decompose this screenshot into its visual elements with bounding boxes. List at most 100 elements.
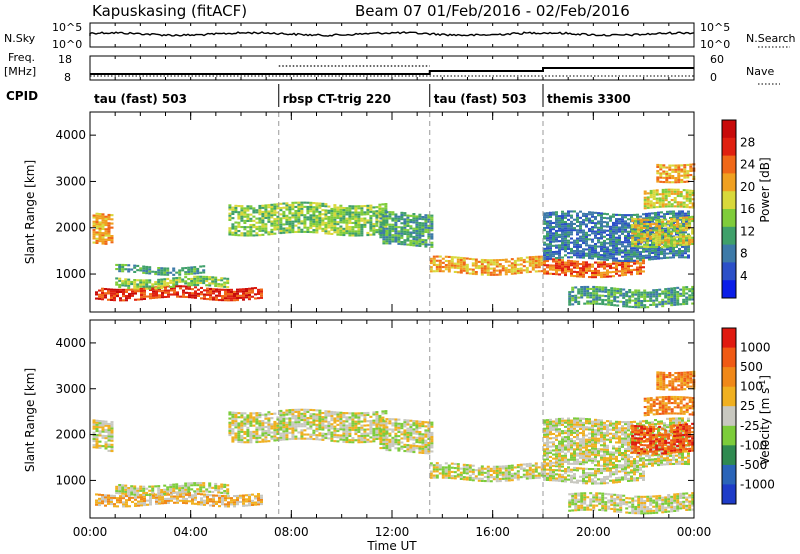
heatmap-cell [406,448,410,451]
heatmap-cell [430,243,434,246]
heatmap-cell [237,213,241,216]
heatmap-cell [531,256,535,259]
heatmap-cell [589,292,593,295]
heatmap-cell [684,220,687,223]
heatmap-cell [231,430,235,433]
heatmap-cell [673,291,677,294]
heatmap-cell [348,434,352,437]
heatmap-cell [193,281,197,284]
heatmap-cell [194,492,197,495]
heatmap-cell [643,243,647,246]
heatmap-cell [643,200,647,203]
heatmap-cell [270,224,274,227]
heatmap-cell [379,420,383,423]
heatmap-cell [143,495,146,498]
heatmap-cell [424,450,428,453]
heatmap-cell [649,218,653,221]
heatmap-cell [531,264,535,267]
heatmap-cell [429,470,433,473]
heatmap-cell [658,193,662,196]
heatmap-cell [158,294,161,297]
heatmap-cell [258,436,262,439]
heatmap-cell [136,283,140,286]
heatmap-cell [206,493,209,496]
heatmap-cell [400,216,404,219]
heatmap-cell [657,251,660,254]
heatmap-cell [107,236,111,239]
heatmap-cell [345,232,349,235]
heatmap-cell [231,432,235,435]
heatmap-cell [576,250,579,253]
heatmap-cell [591,221,594,224]
heatmap-cell [561,227,564,230]
heatmap-cell [642,221,645,224]
heatmap-cell [603,254,606,257]
heatmap-cell [196,490,200,493]
heatmap-cell [369,204,373,207]
heatmap-cell [324,213,328,216]
heatmap-cell [261,428,265,431]
heatmap-cell [603,252,606,255]
heatmap-cell [306,417,310,420]
heatmap-cell [397,240,401,243]
heatmap-cell [430,423,434,426]
heatmap-cell [202,486,206,489]
heatmap-cell [260,496,263,499]
heatmap-cell [270,233,274,236]
heatmap-cell [243,418,247,421]
heatmap-cell [600,261,603,264]
heatmap-cell [658,225,662,228]
heatmap-cell [98,235,102,238]
heatmap-cell [357,441,361,444]
heatmap-cell [143,297,146,300]
heatmap-cell [124,492,128,495]
heatmap-cell [223,285,227,288]
heatmap-cell [621,224,624,227]
heatmap-cell [640,220,644,223]
heatmap-cell [330,439,334,442]
heatmap-cell [197,501,200,504]
heatmap-cell [208,486,212,489]
heatmap-cell [163,278,167,281]
heatmap-cell [492,267,496,270]
heatmap-cell [691,206,695,209]
heatmap-cell [342,219,346,222]
heatmap-cell [233,295,236,298]
heatmap-cell [98,297,101,300]
heatmap-cell [104,504,107,507]
heatmap-cell [95,227,99,230]
heatmap-cell [447,262,451,265]
heatmap-cell [622,294,626,297]
heatmap-cell [397,435,401,438]
heatmap-cell [591,255,594,258]
heatmap-cell [501,265,505,268]
heatmap-cell [154,273,158,276]
heatmap-cell [391,428,395,431]
heatmap-cell [612,262,615,265]
heatmap-cell [676,291,680,294]
heatmap-cell [291,429,295,432]
heatmap-cell [279,418,283,421]
heatmap-cell [634,224,638,227]
heatmap-cell [230,290,233,293]
heatmap-cell [646,218,650,221]
heatmap-cell [462,465,466,468]
heatmap-cell [667,237,671,240]
heatmap-cell [462,472,466,475]
heatmap-cell [234,420,238,423]
freq-traces [90,65,694,77]
heatmap-cell [678,231,681,234]
heatmap-cell [664,205,668,208]
heatmap-cell [673,301,677,304]
heatmap-cell [297,209,301,212]
heatmap-cell [549,249,552,252]
heatmap-cell [345,441,349,444]
heatmap-cell [683,172,687,175]
heatmap-cell [585,235,588,238]
heatmap-cell [639,272,642,275]
heatmap-cell [654,253,657,256]
heatmap-cell [558,250,561,253]
heatmap-cell [498,271,502,274]
heatmap-cell [415,432,419,435]
heatmap-cell [297,218,301,221]
